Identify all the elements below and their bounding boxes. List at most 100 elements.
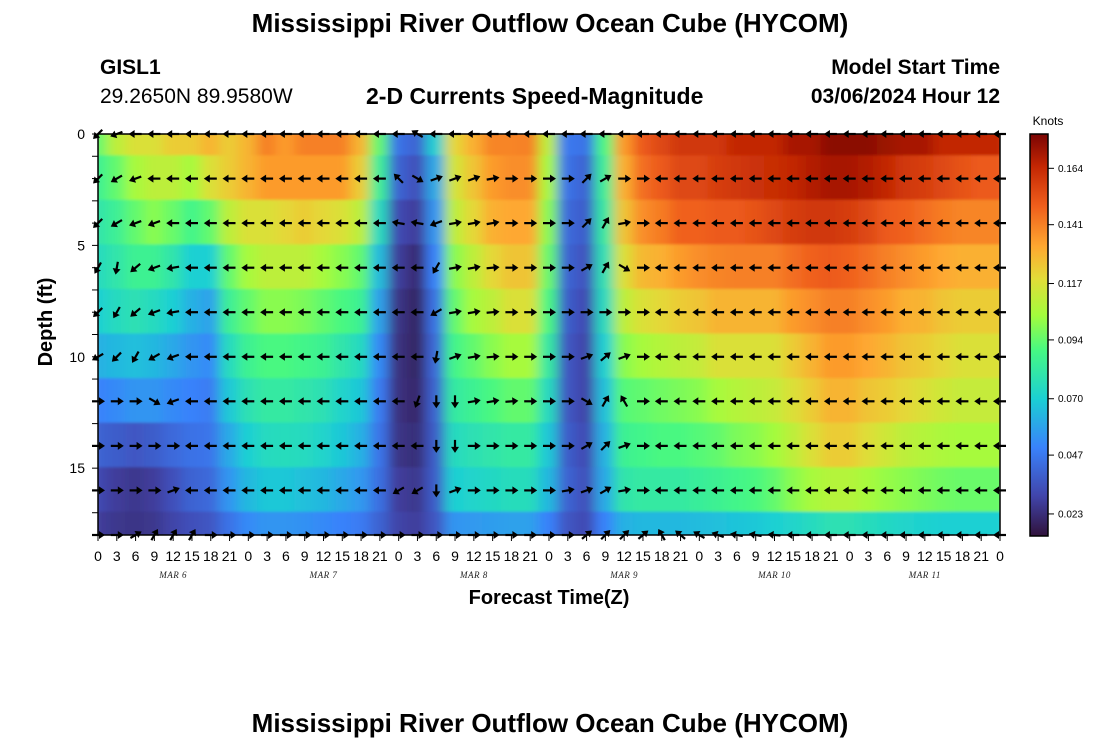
current-arrow	[241, 486, 255, 495]
current-arrow	[203, 263, 217, 272]
current-arrow	[372, 441, 386, 450]
current-arrow	[955, 486, 969, 495]
y-tick-label: 15	[69, 460, 85, 476]
current-arrow	[130, 307, 141, 317]
current-arrow	[335, 174, 349, 183]
current-arrow	[748, 308, 762, 317]
current-arrow	[543, 308, 556, 317]
x-tick-label: 9	[902, 548, 910, 564]
current-arrow	[354, 397, 368, 406]
current-arrow	[278, 263, 292, 272]
current-arrow	[993, 397, 1006, 406]
current-arrow	[110, 219, 123, 228]
colorbar-tick-label: 0.047	[1058, 451, 1083, 462]
current-arrow	[430, 174, 443, 183]
current-arrow	[748, 263, 762, 272]
heatmap-cell	[970, 134, 992, 158]
current-arrow	[203, 352, 217, 361]
current-arrow	[823, 174, 837, 183]
x-tick-label: 12	[917, 548, 933, 564]
heatmap-cell	[237, 511, 259, 535]
heatmap-cell	[782, 511, 804, 535]
current-arrow	[392, 486, 405, 495]
current-arrow	[222, 352, 236, 361]
current-arrow	[786, 174, 800, 183]
heatmap-cell	[801, 511, 823, 535]
current-arrow	[767, 352, 781, 361]
heatmap-cell	[519, 511, 541, 535]
heatmap-cell	[876, 134, 898, 158]
current-arrow	[203, 219, 217, 228]
current-arrow	[524, 263, 538, 272]
heatmap-cell	[632, 511, 654, 535]
x-tick-label: 6	[583, 548, 591, 564]
current-arrow	[842, 263, 856, 272]
heatmap-cell	[444, 511, 466, 535]
current-arrow	[432, 395, 441, 409]
current-arrow	[166, 308, 180, 317]
current-arrow	[637, 352, 650, 361]
colorbar-scale	[1029, 133, 1049, 537]
x-tick-label: 3	[865, 548, 873, 564]
current-arrow	[917, 486, 931, 495]
x-axis: 0 3 6 9 12 15 18 21 0 3 6 9 12 15 18 21 0 3 6 9 12 15 18 21 0 3 6 9…	[94, 535, 1004, 580]
heatmap-cell	[331, 511, 353, 535]
current-arrow	[599, 308, 613, 317]
current-arrow	[432, 261, 441, 274]
current-arrow	[524, 219, 538, 228]
current-arrow	[147, 174, 161, 183]
x-tick-label: 0	[244, 548, 252, 564]
current-arrow	[637, 174, 650, 183]
current-arrow	[917, 219, 931, 228]
current-arrow	[993, 352, 1006, 361]
current-arrow	[880, 174, 894, 183]
current-arrow	[391, 218, 405, 227]
heatmap-cell	[858, 134, 879, 158]
current-arrow	[297, 174, 311, 183]
heatmap-cell	[98, 199, 109, 247]
x-tick-label: 6	[733, 548, 741, 564]
heatmap-cell	[952, 511, 973, 535]
colorbar: Knots 0.023 0.047 0.070 0.094 0.117 0.141 0.16…	[1029, 114, 1083, 537]
heatmap-cell	[726, 134, 748, 158]
current-arrow	[543, 397, 556, 406]
heatmap-cell	[444, 134, 466, 158]
current-arrow	[861, 174, 875, 183]
current-arrow	[167, 441, 181, 450]
current-arrow	[805, 174, 819, 183]
current-arrow	[260, 352, 274, 361]
heatmap-cell	[970, 511, 992, 535]
heatmap-cell	[350, 511, 372, 535]
heatmap-cell	[933, 511, 954, 535]
current-arrow	[467, 218, 481, 227]
current-arrow	[601, 217, 610, 229]
heatmap-cell	[952, 134, 973, 158]
current-arrow	[618, 263, 631, 272]
current-arrow	[880, 397, 894, 406]
current-arrow	[805, 441, 819, 450]
x-tick-label: 15	[335, 548, 351, 564]
current-arrow	[222, 441, 236, 450]
day-label: MAR 8	[459, 570, 488, 580]
current-arrow	[297, 219, 311, 228]
current-arrow	[600, 440, 611, 451]
current-arrow	[805, 263, 819, 272]
current-arrow	[411, 486, 424, 495]
current-arrow	[203, 397, 217, 406]
heatmap-cell	[707, 511, 729, 535]
current-arrow	[110, 174, 123, 183]
current-arrow	[955, 397, 969, 406]
current-arrow	[580, 397, 593, 406]
heatmap-cell	[613, 511, 635, 535]
current-arrow	[372, 486, 386, 495]
chart-title-repeat: Mississippi River Outflow Ocean Cube (HY…	[251, 708, 849, 738]
current-arrow	[129, 219, 142, 228]
current-arrow	[316, 174, 330, 183]
heatmap-cell	[369, 134, 391, 158]
current-arrow	[260, 441, 274, 450]
current-arrow	[222, 486, 236, 495]
current-arrow	[842, 397, 856, 406]
current-arrow	[432, 484, 441, 498]
day-label: MAR 6	[158, 570, 187, 580]
